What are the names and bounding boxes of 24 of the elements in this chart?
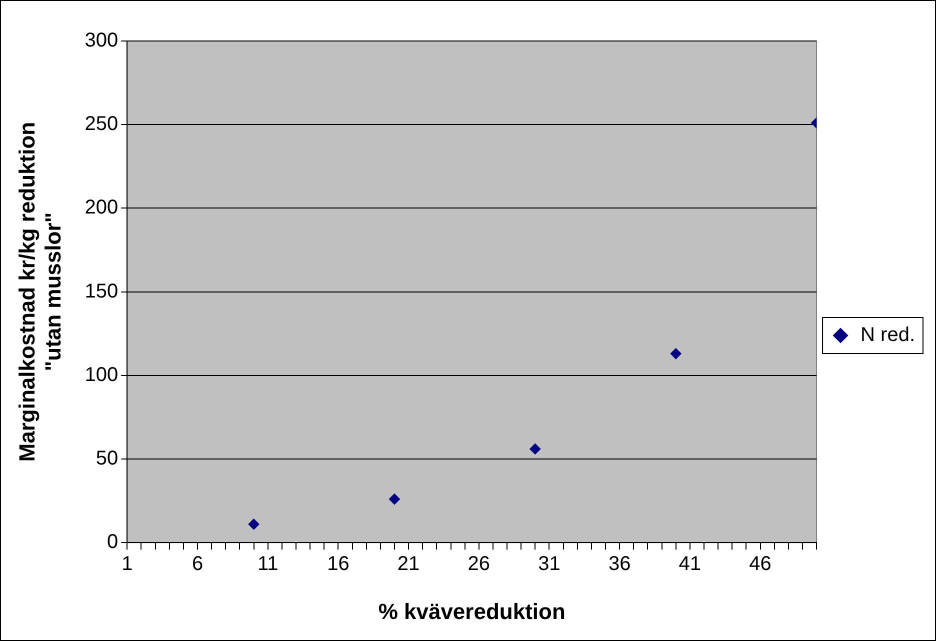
point bbox=[530, 443, 541, 454]
x-tick-label: 41 bbox=[678, 553, 702, 576]
point bbox=[670, 348, 682, 360]
point bbox=[248, 518, 260, 530]
y-tick-label: 0 bbox=[107, 531, 118, 554]
x-tick-label: 31 bbox=[538, 553, 560, 576]
y-tick-label: 300 bbox=[84, 30, 118, 52]
point bbox=[388, 494, 400, 505]
y-tick-label: 250 bbox=[84, 113, 118, 136]
x-tick-label: 26 bbox=[468, 553, 490, 576]
x-tick-label: 16 bbox=[327, 553, 350, 576]
y-tick-label: 150 bbox=[84, 280, 118, 302]
y-tick-label: 50 bbox=[96, 448, 118, 470]
x-tick-label: 46 bbox=[749, 553, 772, 576]
x-tick-label: 21 bbox=[397, 553, 420, 576]
y-tick-label: 100 bbox=[84, 364, 118, 386]
y-tick-label: 200 bbox=[84, 196, 118, 219]
x-tick-label: 6 bbox=[192, 553, 204, 576]
y-axis-title: Marginalkostnad kr/kg reduktion "utan musslor" bbox=[14, 122, 66, 462]
x-axis-title: % kvävereduktion bbox=[378, 598, 566, 624]
x-tick-label: 11 bbox=[257, 553, 278, 576]
legend-label: N red. bbox=[860, 324, 916, 346]
x-tick-label: 1 bbox=[122, 553, 133, 576]
x-tick-label: 36 bbox=[608, 553, 631, 576]
